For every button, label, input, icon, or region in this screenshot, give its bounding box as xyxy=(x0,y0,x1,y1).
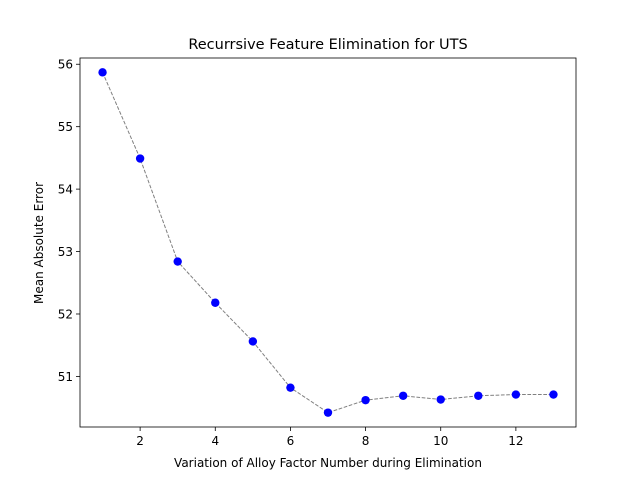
plot-area: 2 4 6 8 10 12 51 52 53 54 55 56 xyxy=(58,57,577,448)
series-line-0 xyxy=(102,72,554,414)
y-axis-label: Mean Absolute Error xyxy=(32,182,46,304)
y-tick-label-55: 55 xyxy=(58,120,73,134)
data-point-8 xyxy=(361,395,370,405)
data-point-7 xyxy=(323,408,333,417)
x-tick-label-2: 2 xyxy=(136,434,144,448)
data-point-3 xyxy=(173,257,182,266)
x-tick-label-6: 6 xyxy=(287,434,295,448)
data-point-5 xyxy=(248,337,258,346)
data-point-13 xyxy=(549,390,558,399)
x-tick-label-8: 8 xyxy=(362,434,370,448)
data-point-12 xyxy=(511,390,521,399)
x-axis-label: Variation of Alloy Factor Number during … xyxy=(174,456,482,470)
x-tick-label-4: 4 xyxy=(211,434,219,448)
data-point-4 xyxy=(211,298,220,307)
x-tick-label-10: 10 xyxy=(433,434,448,448)
y-tick-label-52: 52 xyxy=(58,307,73,321)
data-point-9 xyxy=(398,391,408,400)
data-point-6 xyxy=(286,383,295,392)
y-tick-label-53: 53 xyxy=(58,245,73,259)
plot-frame xyxy=(79,57,577,428)
data-point-11 xyxy=(474,391,483,400)
y-tick-label-54: 54 xyxy=(58,183,73,197)
chart-title: Recurrsive Feature Elimination for UTS xyxy=(188,37,467,53)
x-tick-label-12: 12 xyxy=(508,434,523,448)
data-point-2 xyxy=(135,154,145,163)
y-tick-label-56: 56 xyxy=(58,58,73,72)
data-point-1 xyxy=(98,68,107,77)
data-point-10 xyxy=(436,395,445,404)
y-tick-label-51: 51 xyxy=(58,370,73,384)
